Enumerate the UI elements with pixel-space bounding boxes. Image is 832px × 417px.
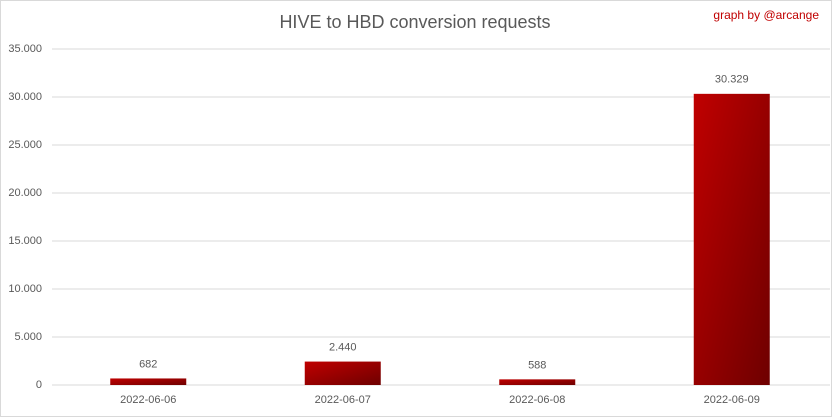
- bar: [499, 379, 576, 385]
- x-tick-label: 2022-06-07: [315, 394, 371, 406]
- value-label: 30.329: [715, 74, 749, 86]
- x-tick-label: 2022-06-06: [120, 394, 176, 406]
- y-tick-label: 30.000: [8, 91, 42, 103]
- value-label: 682: [139, 358, 157, 370]
- value-label: 588: [528, 359, 546, 371]
- chart-title: HIVE to HBD conversion requests: [279, 12, 550, 32]
- annotation: graph by @arcange: [713, 8, 819, 22]
- bar: [304, 361, 381, 385]
- y-tick-label: 20.000: [8, 187, 42, 199]
- value-label: 2.440: [329, 341, 357, 353]
- y-tick-label: 5.000: [14, 331, 42, 343]
- y-tick-label: 0: [36, 379, 42, 391]
- x-tick-label: 2022-06-08: [509, 394, 565, 406]
- x-tick-label: 2022-06-09: [704, 394, 760, 406]
- y-tick-label: 10.000: [8, 283, 42, 295]
- bar: [693, 93, 770, 385]
- y-tick-label: 15.000: [8, 235, 42, 247]
- y-tick-label: 25.000: [8, 139, 42, 151]
- bar: [110, 378, 187, 385]
- y-tick-label: 35.000: [8, 43, 42, 55]
